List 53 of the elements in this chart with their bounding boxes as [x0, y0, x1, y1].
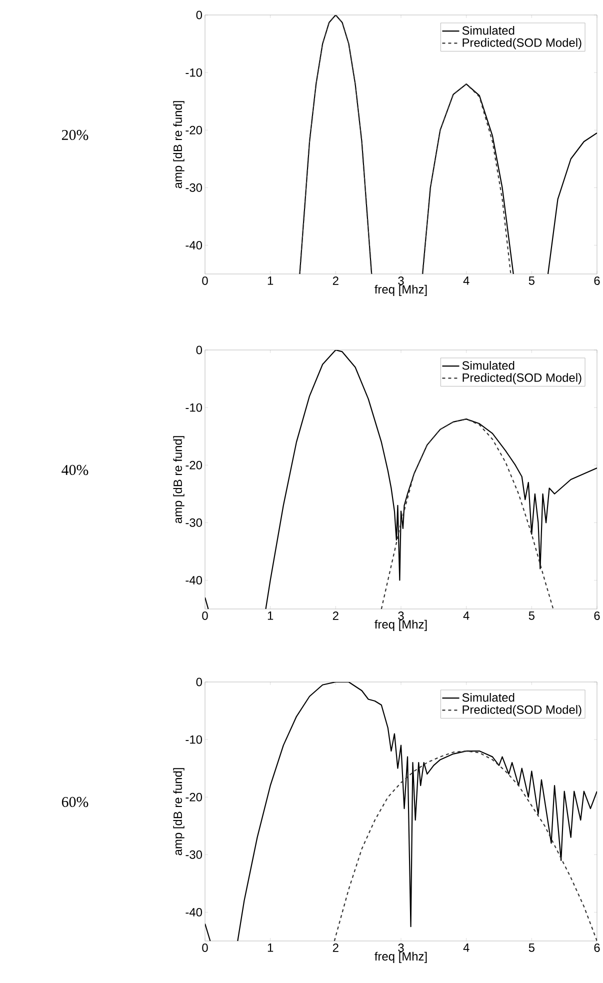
x-tick-label: 6 [594, 944, 600, 952]
x-tick-label: 4 [463, 944, 470, 952]
y-tick-label: -30 [186, 518, 202, 527]
y-tick-label: -10 [186, 68, 202, 77]
y-tick-label: -40 [186, 576, 202, 584]
text: 60% [62, 796, 88, 808]
legend-label: Simulated [462, 692, 514, 702]
y-tick-label: -40 [186, 908, 202, 916]
text: 20% [62, 130, 88, 140]
x-tick-label: 5 [528, 612, 534, 620]
x-tick-label: 1 [268, 612, 274, 620]
y-tick-label: -10 [186, 403, 202, 412]
x-tick-label: 2 [332, 944, 338, 952]
x-tick-label: 3 [398, 944, 404, 952]
x-tick-label: 3 [398, 612, 404, 620]
x-tick-label: 1 [268, 944, 274, 952]
x-tick-label: 6 [594, 612, 600, 620]
y-tick-label: -10 [186, 735, 202, 744]
y-tick-label: 0 [196, 678, 202, 686]
x-tick-label: 4 [463, 612, 470, 620]
line-series [380, 418, 554, 609]
x-axis-title: freq [Mhz] [374, 952, 427, 963]
legend-label: Predicted(SOD Model) [462, 373, 582, 384]
line-series [334, 750, 597, 941]
x-tick-label: 2 [332, 612, 338, 620]
y-tick-label: -40 [186, 240, 202, 250]
y-tick-label: -20 [186, 126, 202, 134]
x-tick-label: 0 [202, 944, 208, 952]
legend-label: Predicted(SOD Model) [462, 38, 582, 50]
x-tick-label: 2 [332, 276, 338, 285]
x-tick-label: 0 [202, 612, 208, 620]
y-tick-label: 0 [196, 346, 202, 354]
x-axis-title: freq [Mhz] [374, 620, 427, 631]
y-tick-label: 0 [196, 10, 202, 20]
y-axis-title: amp [dB re fund] [173, 101, 184, 188]
y-tick-label: -20 [186, 792, 202, 802]
x-tick-label: 3 [398, 276, 404, 285]
legend-label: Simulated [462, 360, 514, 370]
y-axis-title: amp [dB re fund] [173, 436, 184, 524]
x-tick-label: 0 [202, 276, 208, 285]
legend-label: Predicted(SOD Model) [462, 705, 582, 716]
legend-label: Simulated [462, 26, 514, 35]
y-axis-title: amp [dB re fund] [173, 768, 184, 856]
x-tick-label: 1 [268, 276, 274, 285]
x-tick-label: 6 [594, 276, 600, 285]
y-tick-label: -30 [186, 183, 202, 192]
y-tick-label: -30 [186, 850, 202, 859]
x-axis-title: freq [Mhz] [374, 284, 427, 296]
x-tick-label: 5 [528, 944, 534, 952]
y-tick-label: -20 [186, 460, 202, 470]
x-tick-label: 4 [463, 276, 470, 285]
text: 40% [62, 464, 88, 476]
x-tick-label: 5 [528, 276, 534, 285]
